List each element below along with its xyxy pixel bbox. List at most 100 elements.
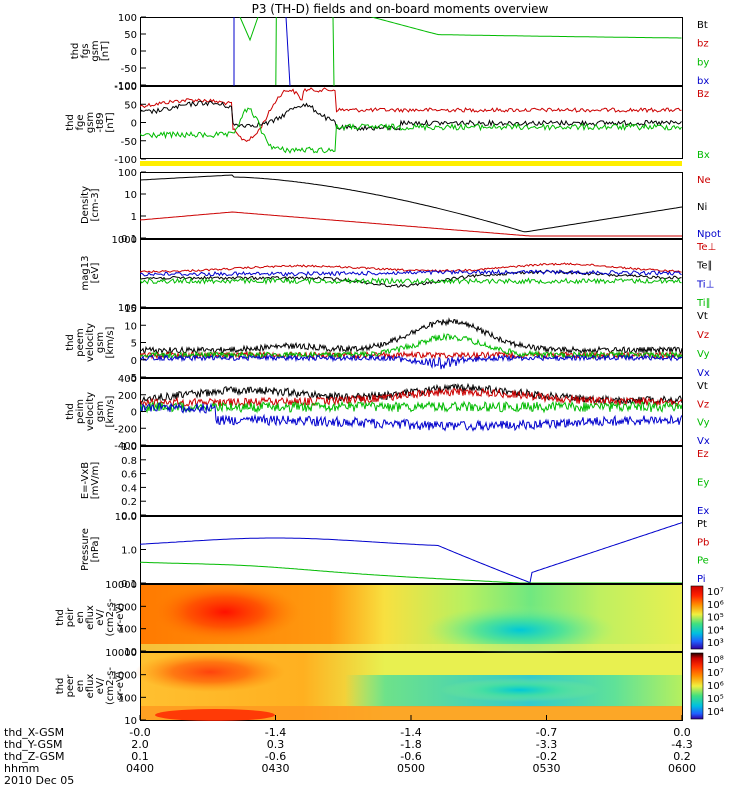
y-axis-label-line: thd xyxy=(65,334,76,351)
panel-efield-frame xyxy=(140,446,683,516)
x-tick-label: 0.1 xyxy=(131,750,149,763)
y-axis-label-line: sr-eV) xyxy=(115,671,126,700)
y-tick-label: 50 xyxy=(124,30,137,41)
x-tick-label: -4.3 xyxy=(671,738,692,751)
y-tick-label: 400 xyxy=(118,374,137,385)
x-tick-label: -3.3 xyxy=(536,738,557,751)
y-axis-label-line: [nPa] xyxy=(90,536,101,562)
density-ni-trace xyxy=(140,174,682,233)
fgs-by-spike xyxy=(239,17,259,42)
y-tick-label: -50 xyxy=(121,64,137,75)
peer-spectrogram xyxy=(135,652,682,721)
x-row-label-1: thd_Y-GSM xyxy=(4,738,63,751)
fgs-by-trace xyxy=(275,17,682,85)
y-axis-label-line: [cm-3] xyxy=(90,188,101,221)
temp-teperp-trace xyxy=(140,262,682,273)
y-tick-label: 100 xyxy=(118,693,137,704)
panel-fge-frame xyxy=(140,86,683,159)
y-tick-label: 0.6 xyxy=(121,470,137,481)
y-axis-label: thd peem velocity gsm [km/s] xyxy=(65,323,116,362)
y-axis-label-line: eflux xyxy=(85,605,96,630)
y-axis-label-line: gsm xyxy=(95,332,106,353)
legend-bz: bz xyxy=(697,39,709,50)
legend-Vt: Vt xyxy=(697,311,708,322)
y-tick-label: 1000 xyxy=(112,235,137,246)
y-axis-label-line: E=-VxB xyxy=(80,462,91,499)
y-axis-label-line: Density xyxy=(80,186,91,224)
y-tick-label: 100 xyxy=(118,13,137,24)
y-axis-label-line: peem xyxy=(75,328,86,356)
temp-tiperp-trace xyxy=(140,268,682,277)
colorbar-tick: 10⁵ xyxy=(707,613,724,624)
y-axis-label-line: mag13 xyxy=(80,256,91,291)
y-tick-label: -50 xyxy=(121,137,137,148)
legend-Vx: Vx xyxy=(697,436,710,447)
y-axis-label-line: velocity xyxy=(85,392,96,431)
y-axis-label: thd fge gsm -t89 [nT] xyxy=(65,112,116,133)
x-row-label-2: thd_Z-GSM xyxy=(4,750,64,763)
y-axis-label-line: thd xyxy=(70,43,81,60)
legend-Vy: Vy xyxy=(697,349,710,360)
x-tick-label: 0400 xyxy=(126,762,154,775)
colorbar-tick: 10⁴ xyxy=(707,707,724,718)
legend-Te∥: Te∥ xyxy=(696,261,713,272)
y-axis-label: E=-VxB [mV/m] xyxy=(80,462,101,500)
y-tick-label: -5 xyxy=(127,373,137,384)
fge-bz-trace xyxy=(140,87,682,143)
y-tick-label: 200 xyxy=(118,391,137,402)
y-tick-label: 10 xyxy=(124,321,137,332)
legend-Pb: Pb xyxy=(697,537,709,548)
legend-by: by xyxy=(697,57,709,68)
peir-spectrogram xyxy=(141,582,682,655)
x-tick-label: 0.3 xyxy=(267,738,285,751)
x-tick-label: 0.0 xyxy=(673,726,691,739)
x-tick-label: 0430 xyxy=(262,762,290,775)
colorbar-tick: 10³ xyxy=(707,638,724,649)
y-tick-label: 10000 xyxy=(105,580,137,591)
legend-Ti∥: Ti∥ xyxy=(696,298,711,309)
legend-Pi: Pi xyxy=(697,574,706,585)
colorbar-peir xyxy=(690,585,704,650)
peem-vt-trace xyxy=(140,317,682,355)
y-axis-label-line: Pressure xyxy=(80,528,91,571)
legend-Npot: Npot xyxy=(697,229,721,240)
y-axis-label: thd peer en eflux eV/(cm2-s-sr-eV) xyxy=(55,667,126,705)
x-tick-label: -0.6 xyxy=(400,750,421,763)
y-axis-label: thd peim velocity gsm [km/s] xyxy=(65,392,116,431)
y-axis-label-line: (cm2-s- xyxy=(105,598,116,636)
peem-vy-trace xyxy=(140,332,682,360)
y-axis-label-line: [nT] xyxy=(105,112,116,132)
figure-title: P3 (TH-D) fields and on-board moments ov… xyxy=(252,2,549,16)
panel-density-frame xyxy=(140,172,683,239)
y-axis-label-line: fge xyxy=(75,114,86,130)
y-axis-label-line: eV/ xyxy=(95,677,106,694)
y-axis-label-line: thd xyxy=(65,114,76,131)
y-axis-label-line: en xyxy=(75,611,86,624)
fgs-by-spike-2 xyxy=(332,16,335,87)
y-axis-label-line: eflux xyxy=(85,674,96,699)
y-axis-label-line: sr-eV) xyxy=(115,603,126,632)
pressure-pi-trace xyxy=(140,522,682,583)
legend-Vz: Vz xyxy=(697,330,709,341)
colorbar-tick: 10⁶ xyxy=(707,600,724,611)
y-tick-label: -100 xyxy=(114,155,137,166)
panel-peim-frame xyxy=(140,378,683,446)
y-tick-label: 10000 xyxy=(105,648,137,659)
y-tick-label: 0.8 xyxy=(121,456,137,467)
y-tick-label: 0 xyxy=(131,47,137,58)
colorbar-tick: 10⁶ xyxy=(707,681,724,692)
y-axis-label: Density [cm-3] xyxy=(80,186,101,224)
fge-bx-black-trace xyxy=(140,100,682,132)
y-tick-label: 100 xyxy=(118,625,137,636)
y-tick-label: 1.0 xyxy=(121,546,137,557)
y-axis-label-line: en xyxy=(75,680,86,693)
y-axis-label-line: [km/s] xyxy=(105,395,116,427)
x-tick-label: -1.8 xyxy=(400,738,421,751)
y-axis-label-line: fgs xyxy=(80,43,91,58)
y-tick-label: -100 xyxy=(114,82,137,93)
y-tick-label: 1000 xyxy=(112,671,137,682)
x-tick-label: -0.0 xyxy=(129,726,150,739)
y-tick-label: 0 xyxy=(131,356,137,367)
fge-bx-trace xyxy=(140,107,682,154)
x-axis-annotation: thd_X-GSM thd_Y-GSM thd_Z-GSM hhmm 2010 … xyxy=(4,726,74,787)
